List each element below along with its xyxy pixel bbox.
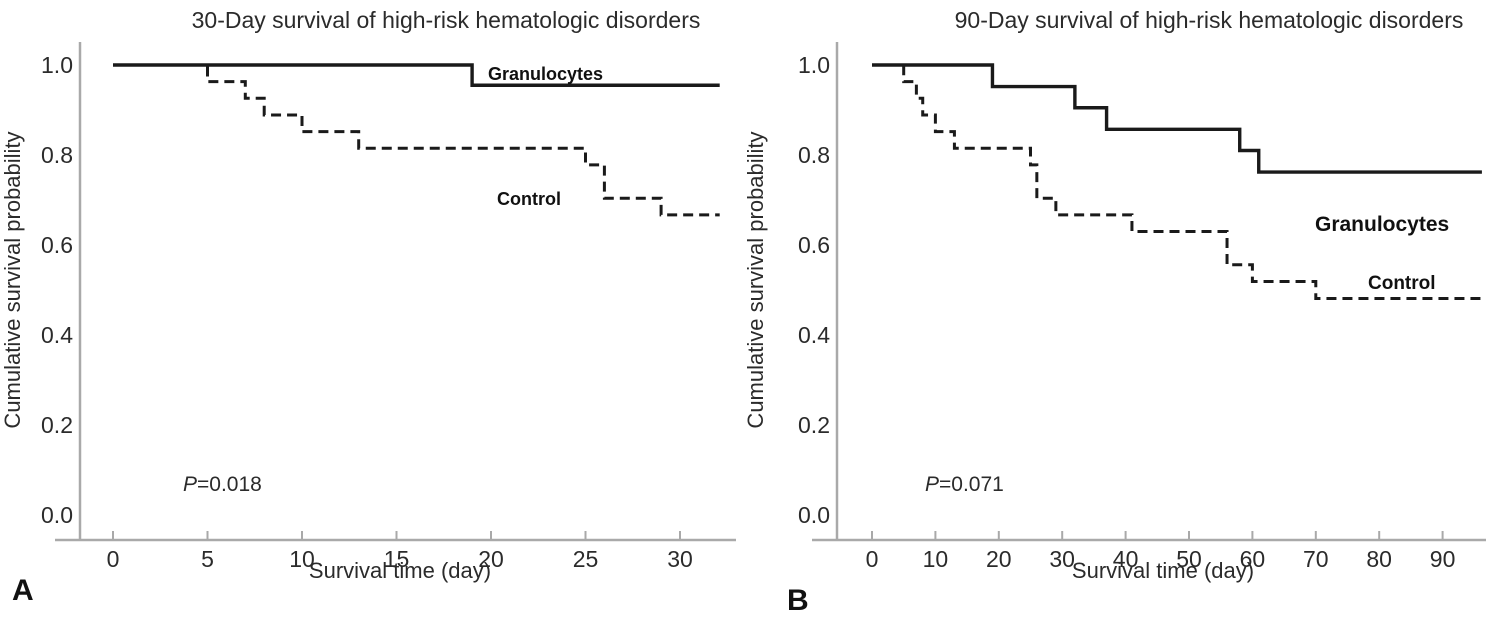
panel-a-x-tick-label: 25 [573, 546, 599, 572]
panel-b-letter: B [787, 584, 809, 617]
panel-a-y-tick-label: 0.2 [41, 412, 73, 438]
panel-a-series-control-label: Control [497, 189, 561, 209]
panel-b-y-axis-label: Cumulative survival probability [743, 131, 768, 428]
panel-b-y-tick-label: 0.6 [798, 232, 830, 258]
panel-a-x-tick-label: 0 [107, 546, 120, 572]
panel-a-x-axis-label: Survival time (day) [309, 558, 491, 583]
panel-b-y-tick-label: 0.0 [798, 502, 830, 528]
panel-a-y-tick-label: 0.0 [41, 502, 73, 528]
panel-b-y-tick-label: 1.0 [798, 52, 830, 78]
panel-a-series-granulocytes-line [113, 63, 720, 87]
panel-b-series-granulocytes-line [872, 63, 1482, 174]
panel-a-x-tick-label: 10 [289, 546, 315, 572]
panel-b-title: 90-Day survival of high-risk hematologic… [955, 7, 1464, 33]
panel-a-x-tick-label: 15 [384, 546, 410, 572]
panel-b-x-tick-label: 90 [1430, 546, 1456, 572]
panel-b-x-tick-label: 0 [866, 546, 879, 572]
panel-a-x-tick-label: 20 [478, 546, 504, 572]
panel-b-x-tick-label: 80 [1366, 546, 1392, 572]
panel-a-y-axis-label: Cumulative survival probability [0, 131, 25, 428]
panel-a-series-control-line [113, 63, 720, 217]
panel-a-p-value: P=0.018 [183, 473, 262, 496]
panel-b-x-tick-label: 60 [1240, 546, 1266, 572]
panel-b-x-tick-label: 70 [1303, 546, 1329, 572]
panel-b-x-tick-label: 30 [1049, 546, 1075, 572]
panel-b-y-tick-label: 0.2 [798, 412, 830, 438]
panel-b-x-tick-label: 20 [986, 546, 1012, 572]
panel-b-series-control-line [872, 63, 1482, 301]
panel-b-y-tick-label: 0.4 [798, 322, 830, 348]
panel-a-y-tick-label: 0.4 [41, 322, 73, 348]
panel-a-x-tick-label: 5 [201, 546, 214, 572]
panel-b-y-tick-label: 0.8 [798, 142, 830, 168]
panel-b-p-value: P=0.071 [925, 473, 1004, 496]
panel-b-x-axis-label: Survival time (day) [1072, 558, 1254, 583]
panel-b-x-tick-label: 50 [1176, 546, 1202, 572]
panel-a-title: 30-Day survival of high-risk hematologic… [192, 7, 701, 33]
panel-a-series-granulocytes-label: Granulocytes [488, 64, 603, 84]
panel-a-y-tick-label: 1.0 [41, 52, 73, 78]
panel-a-y-tick-label: 0.8 [41, 142, 73, 168]
panel-b-series-control-label: Control [1368, 273, 1436, 294]
panel-b-series-granulocytes-label: Granulocytes [1315, 213, 1449, 236]
panel-a-letter: A [12, 574, 34, 607]
panel-b-x-tick-label: 40 [1113, 546, 1139, 572]
panel-b-x-tick-label: 10 [923, 546, 949, 572]
panel-a-x-tick-label: 30 [667, 546, 693, 572]
panel-a-y-tick-label: 0.6 [41, 232, 73, 258]
